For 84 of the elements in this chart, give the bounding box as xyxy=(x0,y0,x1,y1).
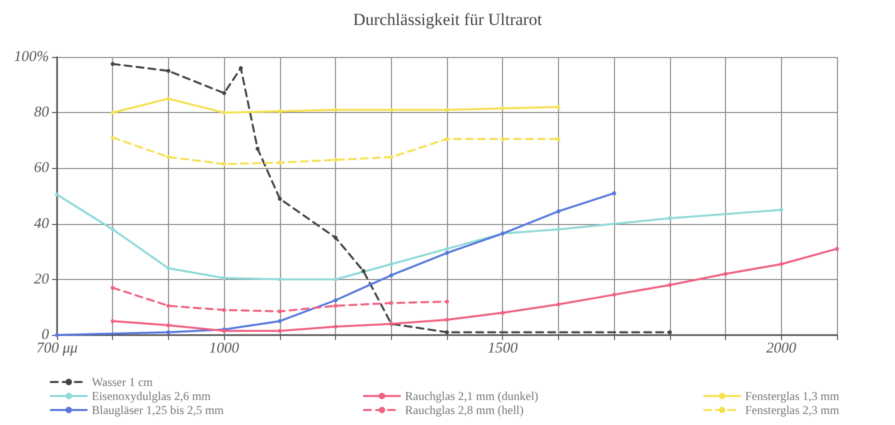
point xyxy=(779,208,784,212)
point xyxy=(278,277,282,282)
point xyxy=(445,318,449,322)
point xyxy=(556,209,560,214)
point xyxy=(500,106,505,110)
point xyxy=(166,266,170,270)
point xyxy=(334,236,338,240)
point xyxy=(222,91,226,96)
x-tick-label: 1500 xyxy=(488,340,518,356)
y-tick-label: 20 xyxy=(34,271,50,288)
point xyxy=(166,323,170,328)
point xyxy=(110,110,115,115)
point xyxy=(222,162,226,166)
y-tick-label: 60 xyxy=(34,160,50,176)
legend-label: Fensterglas 2,3 mm xyxy=(745,403,840,417)
point xyxy=(445,246,449,251)
point xyxy=(278,328,282,333)
point xyxy=(668,282,672,287)
point xyxy=(278,109,282,114)
point xyxy=(389,155,394,160)
point xyxy=(278,160,282,165)
point xyxy=(389,108,394,112)
point xyxy=(445,250,449,255)
point xyxy=(556,302,560,306)
point xyxy=(222,110,226,115)
point xyxy=(334,158,338,162)
point xyxy=(389,273,394,278)
point xyxy=(278,196,282,201)
point xyxy=(724,272,728,276)
x-tick-label: 1000 xyxy=(209,340,240,356)
point xyxy=(278,309,282,314)
legend-label: Rauchglas 2,1 mm (dunkel) xyxy=(405,389,538,403)
legend-label: Wasser 1 cm xyxy=(92,375,154,389)
y-tick-label: 80 xyxy=(34,104,50,121)
point xyxy=(556,137,560,142)
point xyxy=(222,276,226,280)
point xyxy=(110,136,115,140)
point xyxy=(389,262,394,266)
point xyxy=(389,301,394,306)
point xyxy=(166,304,170,308)
point xyxy=(222,308,226,312)
point xyxy=(445,300,449,304)
point xyxy=(110,62,115,66)
point xyxy=(110,227,115,232)
point xyxy=(668,330,672,334)
y-tick-label: 0 xyxy=(42,327,50,343)
point xyxy=(55,333,59,337)
point xyxy=(166,96,170,101)
point xyxy=(612,191,616,196)
point xyxy=(55,192,59,197)
point xyxy=(166,155,170,160)
x-tick-label: 700 μμ xyxy=(36,340,78,356)
point xyxy=(445,137,449,142)
x-tick-label: 2000 xyxy=(766,340,797,356)
point xyxy=(445,108,449,112)
point xyxy=(556,227,560,232)
chart-title: Durchlässigkeit für Ultrarot xyxy=(353,10,542,29)
point xyxy=(166,330,170,334)
point xyxy=(110,319,115,324)
point xyxy=(278,319,282,324)
point xyxy=(835,246,839,251)
point xyxy=(668,216,672,220)
point xyxy=(612,292,616,297)
point xyxy=(445,330,449,334)
point xyxy=(238,66,243,70)
legend-label: Eisenoxydulglas 2,6 mm xyxy=(92,389,212,403)
point xyxy=(500,310,505,315)
point xyxy=(334,108,338,112)
legend-label: Rauchglas 2,8 mm (hell) xyxy=(405,403,524,417)
point xyxy=(256,146,260,151)
point xyxy=(166,68,170,73)
legend-label: Blaugläser 1,25 bis 2,5 mm xyxy=(92,403,224,417)
point xyxy=(361,269,366,274)
point xyxy=(334,304,338,308)
point xyxy=(334,298,338,302)
y-tick-label: 40 xyxy=(34,216,50,232)
point xyxy=(500,137,505,142)
point xyxy=(779,262,784,266)
point xyxy=(334,277,338,282)
legend-label: Fensterglas 1,3 mm xyxy=(745,389,840,403)
point xyxy=(110,286,115,290)
y-tick-label: 100% xyxy=(14,49,49,65)
point xyxy=(556,105,560,110)
point xyxy=(334,324,338,329)
